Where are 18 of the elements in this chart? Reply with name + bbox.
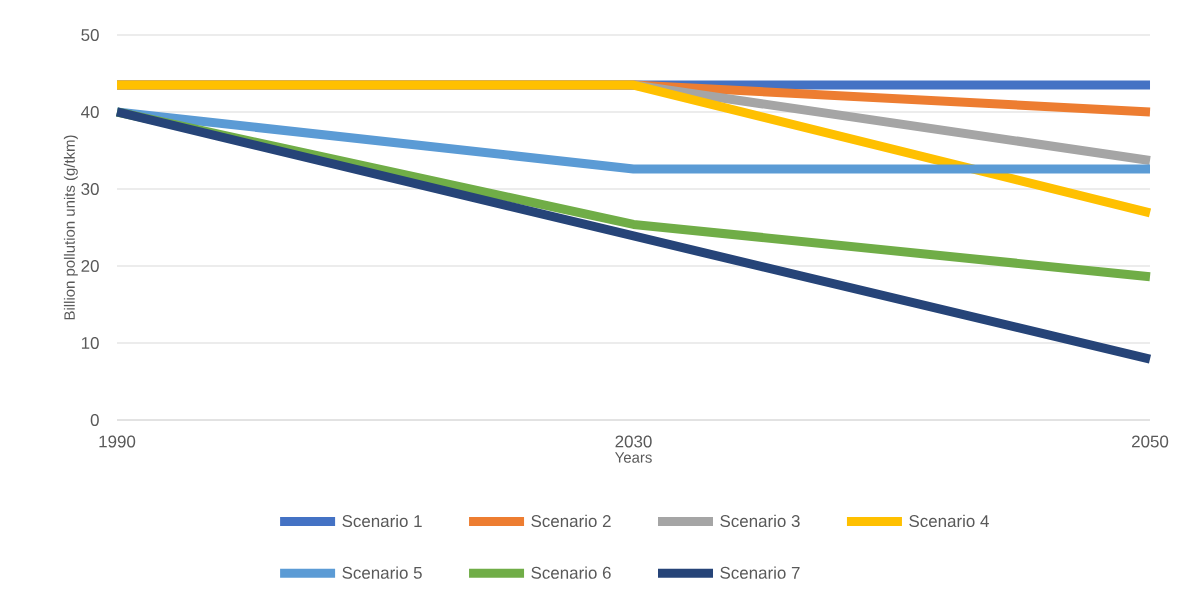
x-axis-title: Years xyxy=(615,452,652,463)
x-tick-label: 1990 xyxy=(99,435,136,448)
y-tick-label: 30 xyxy=(81,182,99,195)
x-tick-label: 2030 xyxy=(615,435,652,448)
legend-label: Scenario 2 xyxy=(531,514,611,528)
x-tick-label: 2050 xyxy=(1132,435,1169,448)
y-tick-label: 50 xyxy=(81,28,99,41)
legend-label: Scenario 7 xyxy=(720,566,800,579)
y-tick-label: 20 xyxy=(81,259,99,272)
y-axis-title: Billion pollution units (g/tkm) xyxy=(63,135,78,320)
legend-label: Scenario 5 xyxy=(342,566,422,579)
legend-label: Scenario 4 xyxy=(909,514,989,528)
y-tick-label: 10 xyxy=(81,336,99,349)
legend-label: Scenario 3 xyxy=(720,514,800,528)
y-tick-label: 40 xyxy=(81,105,99,118)
y-tick-label: 0 xyxy=(90,413,99,426)
legend-label: Scenario 6 xyxy=(531,566,611,579)
legend-label: Scenario 1 xyxy=(342,514,422,528)
